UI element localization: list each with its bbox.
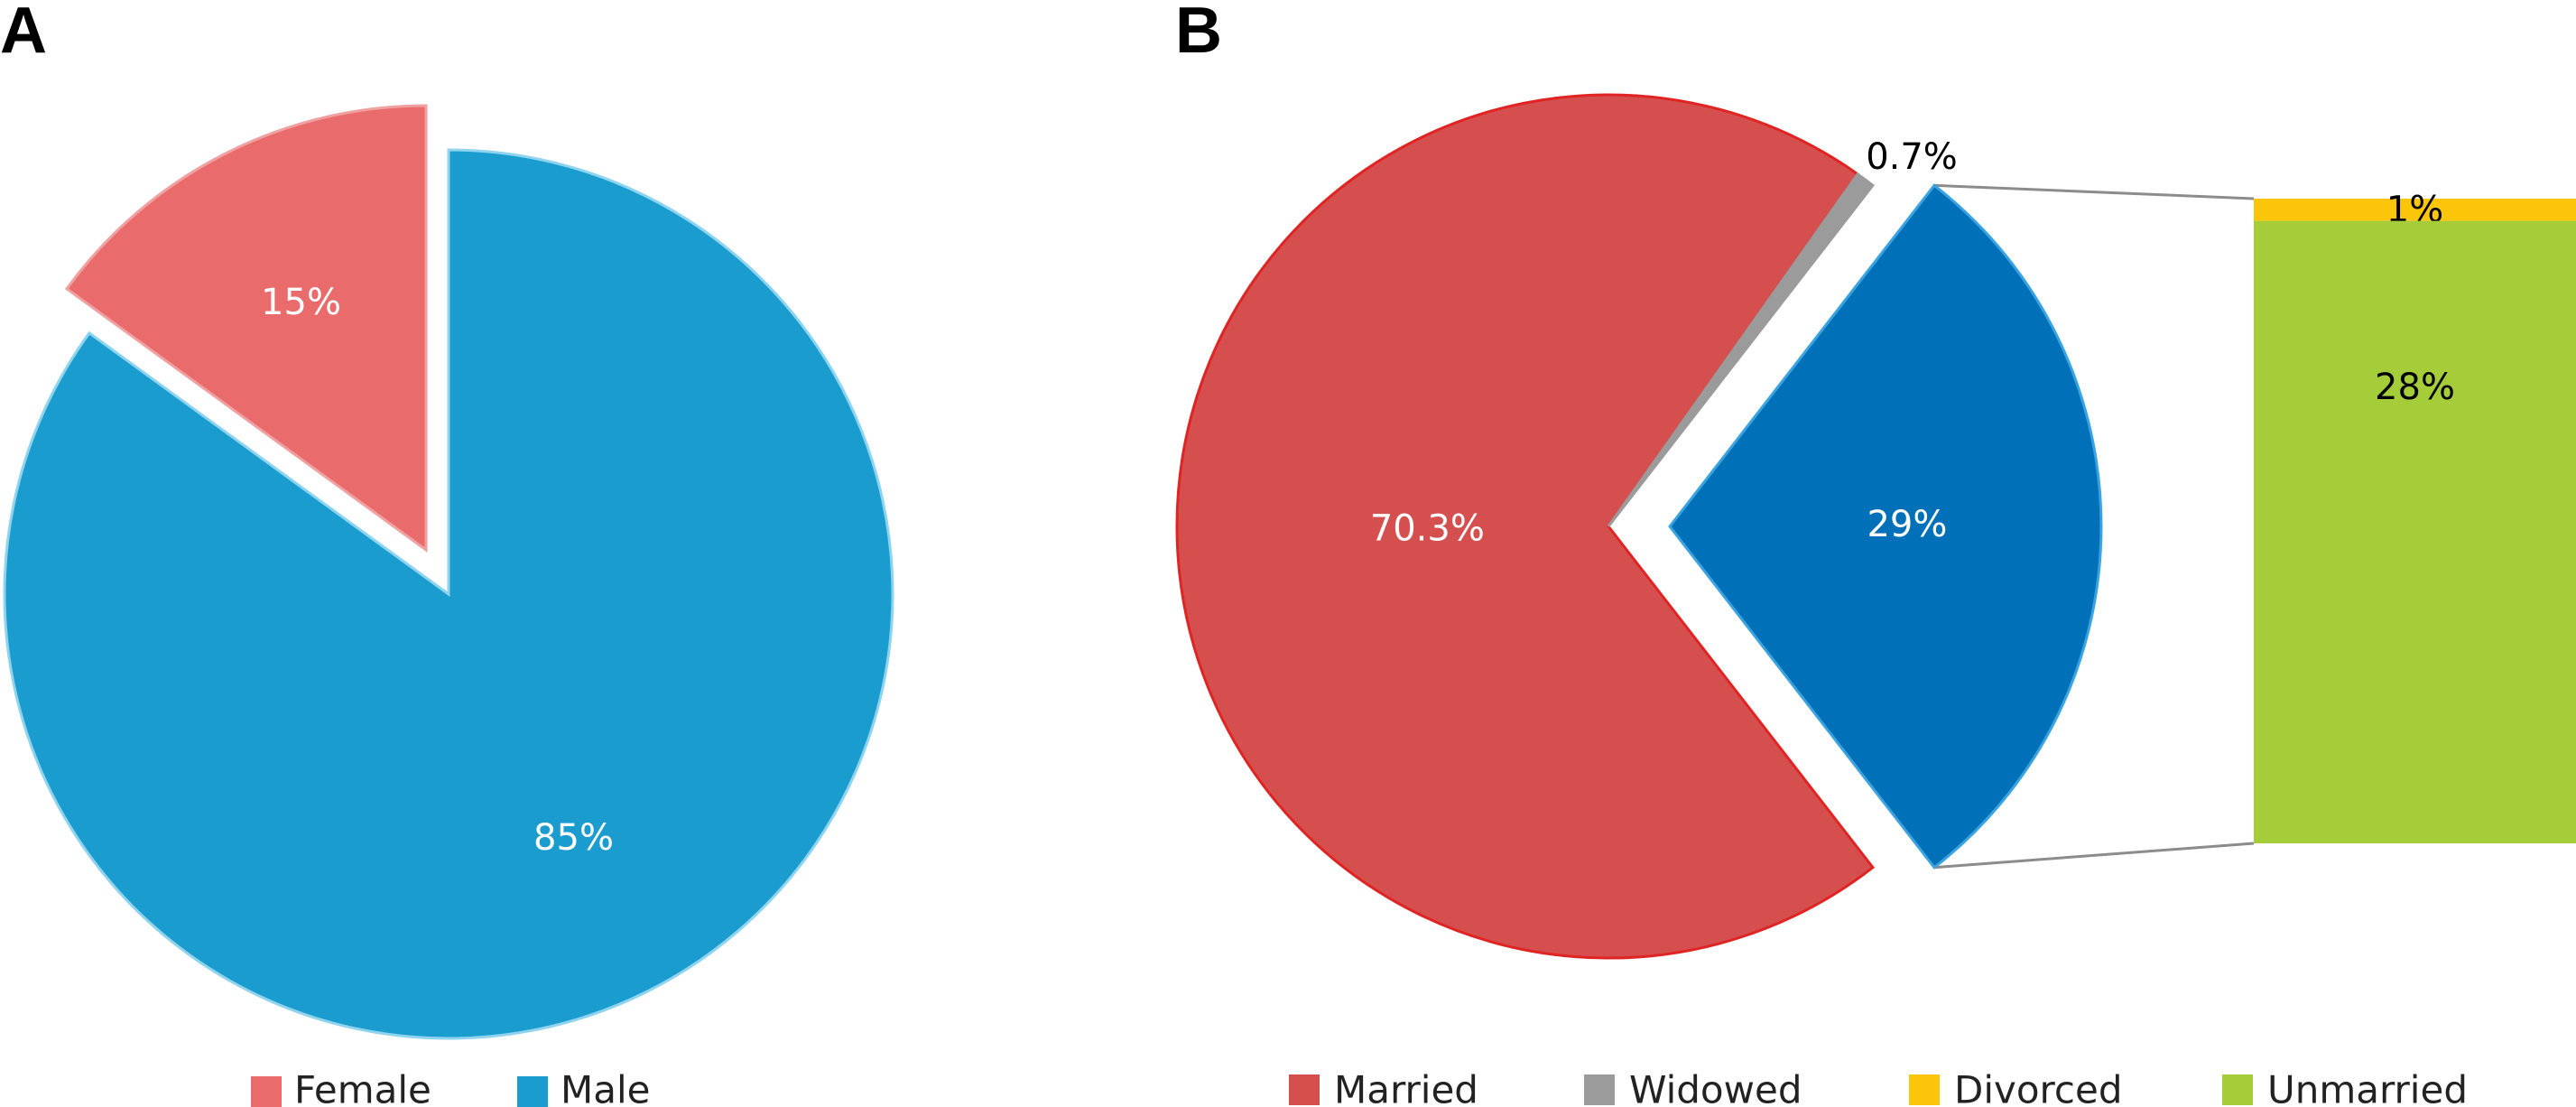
slice-female	[64, 104, 428, 553]
slice-male	[3, 148, 894, 1040]
slice-label-female: 15%	[261, 282, 341, 323]
panel-b-letter: B	[1175, 0, 1222, 67]
connector-line-bottom	[1933, 842, 2255, 870]
legend-swatch-female	[251, 1076, 282, 1107]
slice-other	[1668, 183, 2103, 870]
slice-married	[1175, 93, 1876, 960]
legend-label-unmarried: Unmarried	[2267, 1068, 2468, 1107]
legend-label-widowed: Widowed	[1629, 1068, 1802, 1107]
bar-segment-divorced	[2254, 199, 2576, 221]
panel-a: A 15% 85% Female Male	[0, 0, 894, 1107]
bar-label-unmarried: 28%	[2375, 367, 2455, 408]
slice-label-male: 85%	[533, 817, 614, 859]
legend-label-female: Female	[294, 1068, 431, 1107]
panel-b-pie: 70.3% 0.7% 29%	[1175, 93, 2103, 960]
panel-a-pie: 15% 85%	[3, 104, 894, 1040]
panel-b: B 70.3% 0.7% 29% 1%28% Married Widowed Divor…	[1175, 0, 2576, 1107]
panel-b-legend: Married Widowed Divorced Unmarried	[1289, 1068, 2468, 1107]
bar-segment-unmarried	[2254, 220, 2576, 843]
slice-widowed	[1607, 172, 1876, 527]
legend-label-married: Married	[1334, 1068, 1478, 1107]
legend-label-divorced: Divorced	[1954, 1068, 2123, 1107]
legend-label-male: Male	[561, 1068, 650, 1107]
connector-line-top	[1933, 183, 2255, 200]
legend-swatch-widowed	[1584, 1074, 1615, 1105]
panel-a-legend: Female Male	[251, 1068, 650, 1107]
slice-label-married: 70.3%	[1370, 507, 1485, 549]
legend-swatch-married	[1289, 1074, 1320, 1105]
legend-swatch-male	[517, 1076, 548, 1107]
panel-b-connectors	[1933, 183, 2255, 870]
legend-swatch-unmarried	[2222, 1074, 2253, 1105]
panel-b-bar: 1%28%	[2254, 189, 2576, 843]
legend-swatch-divorced	[1909, 1074, 1940, 1105]
panel-a-letter: A	[0, 0, 47, 67]
slice-label-other: 29%	[1867, 504, 1947, 545]
slice-label-widowed: 0.7%	[1866, 136, 1958, 178]
